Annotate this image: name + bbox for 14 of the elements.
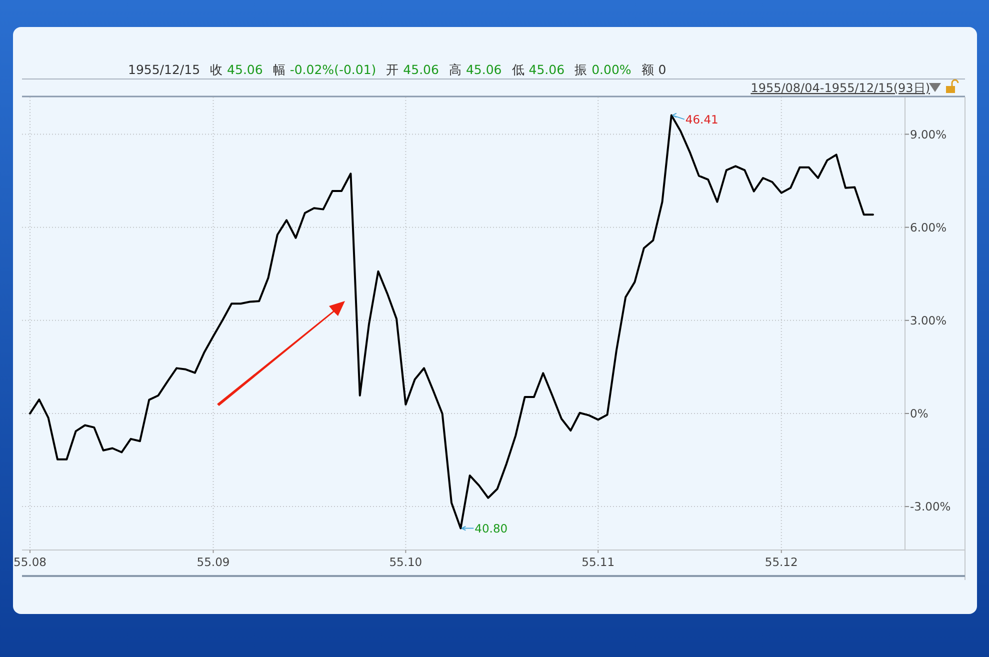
y-tick-label: 9.00% (910, 127, 947, 142)
y-tick-label: 6.00% (910, 220, 947, 234)
x-tick-label: 55.12 (764, 555, 798, 569)
chart-title: 1955/12/15 收 45.06 幅 -0.02%(-0.01) 开 45.06 高 45.06 低 45.06 振 0.00% 额 0 (128, 62, 666, 77)
y-tick-label: 3.00% (910, 313, 947, 328)
annotation: 40.80 (474, 521, 508, 536)
chart-subtitle: 1955/08/04-1955/12/15(93日) (750, 81, 930, 95)
x-tick-label: 55.09 (196, 555, 230, 569)
y-tick-label: 0% (910, 406, 928, 421)
annotation: 46.41 (685, 112, 718, 126)
y-tick-label: -3.00% (910, 500, 951, 514)
x-tick-label: 55.11 (582, 555, 615, 569)
x-tick-label: 55.08 (14, 555, 46, 569)
x-tick-label: 55.10 (389, 555, 422, 569)
